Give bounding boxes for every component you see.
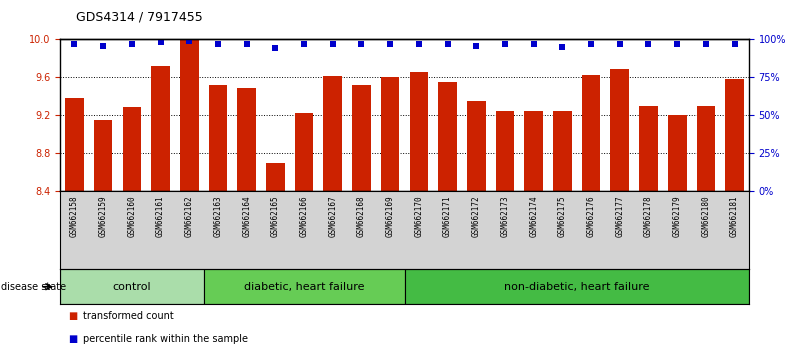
- Bar: [123, 107, 141, 191]
- Bar: [409, 72, 429, 191]
- Point: [585, 41, 598, 46]
- Text: GSM662165: GSM662165: [271, 195, 280, 237]
- Text: transformed count: transformed count: [83, 311, 173, 321]
- Text: GSM662158: GSM662158: [70, 195, 79, 237]
- Text: GSM662163: GSM662163: [213, 195, 223, 237]
- Text: GSM662167: GSM662167: [328, 195, 337, 237]
- Bar: [467, 101, 485, 191]
- Point: [614, 41, 626, 46]
- Text: disease state: disease state: [1, 282, 66, 292]
- Bar: [668, 115, 686, 191]
- Point: [154, 39, 167, 45]
- Bar: [438, 82, 457, 191]
- Text: GSM662177: GSM662177: [615, 195, 624, 237]
- Bar: [208, 85, 227, 191]
- Text: GSM662161: GSM662161: [156, 195, 165, 237]
- Bar: [65, 98, 84, 191]
- Bar: [610, 69, 629, 191]
- Bar: [60, 269, 203, 304]
- Bar: [639, 105, 658, 191]
- Point: [355, 41, 368, 46]
- Point: [211, 41, 224, 46]
- Text: GSM662171: GSM662171: [443, 195, 452, 237]
- Point: [556, 44, 569, 49]
- Point: [97, 43, 110, 48]
- Point: [183, 38, 195, 44]
- Bar: [582, 75, 601, 191]
- Text: GSM662175: GSM662175: [557, 195, 567, 237]
- Bar: [496, 111, 514, 191]
- Text: GSM662173: GSM662173: [501, 195, 509, 237]
- Point: [413, 41, 425, 46]
- Text: GSM662179: GSM662179: [673, 195, 682, 237]
- Text: diabetic, heart failure: diabetic, heart failure: [244, 282, 364, 292]
- Text: GSM662172: GSM662172: [472, 195, 481, 237]
- Point: [384, 41, 396, 46]
- Bar: [380, 77, 400, 191]
- Point: [68, 41, 81, 46]
- Point: [470, 43, 483, 48]
- Text: GSM662166: GSM662166: [300, 195, 308, 237]
- Text: GSM662176: GSM662176: [586, 195, 596, 237]
- Point: [642, 41, 655, 46]
- Bar: [405, 269, 749, 304]
- Bar: [237, 88, 256, 191]
- Text: GSM662178: GSM662178: [644, 195, 653, 237]
- Bar: [697, 105, 715, 191]
- Text: control: control: [112, 282, 151, 292]
- Point: [670, 41, 683, 46]
- Text: GSM662170: GSM662170: [414, 195, 424, 237]
- Point: [699, 41, 712, 46]
- Point: [326, 41, 339, 46]
- Text: GSM662174: GSM662174: [529, 195, 538, 237]
- Text: GSM662180: GSM662180: [702, 195, 710, 237]
- Text: GSM662181: GSM662181: [730, 195, 739, 237]
- Point: [126, 41, 139, 46]
- Bar: [266, 162, 284, 191]
- Text: GSM662162: GSM662162: [185, 195, 194, 237]
- Text: non-diabetic, heart failure: non-diabetic, heart failure: [504, 282, 650, 292]
- Text: GDS4314 / 7917455: GDS4314 / 7917455: [76, 11, 203, 24]
- Text: GSM662160: GSM662160: [127, 195, 136, 237]
- Bar: [553, 111, 572, 191]
- Text: percentile rank within the sample: percentile rank within the sample: [83, 334, 248, 344]
- Text: GSM662169: GSM662169: [385, 195, 395, 237]
- Bar: [352, 85, 371, 191]
- Point: [441, 41, 454, 46]
- Bar: [525, 111, 543, 191]
- Text: GSM662164: GSM662164: [242, 195, 252, 237]
- Bar: [203, 269, 405, 304]
- Text: ■: ■: [68, 334, 78, 344]
- Text: ■: ■: [68, 311, 78, 321]
- Bar: [725, 79, 744, 191]
- Text: GSM662159: GSM662159: [99, 195, 107, 237]
- Point: [298, 41, 311, 46]
- Point: [240, 41, 253, 46]
- Bar: [324, 76, 342, 191]
- Text: GSM662168: GSM662168: [357, 195, 366, 237]
- Bar: [295, 113, 313, 191]
- Point: [269, 45, 282, 50]
- Bar: [151, 65, 170, 191]
- Point: [498, 41, 511, 46]
- Bar: [94, 120, 112, 191]
- Point: [728, 41, 741, 46]
- Point: [527, 41, 540, 46]
- Bar: [180, 39, 199, 191]
